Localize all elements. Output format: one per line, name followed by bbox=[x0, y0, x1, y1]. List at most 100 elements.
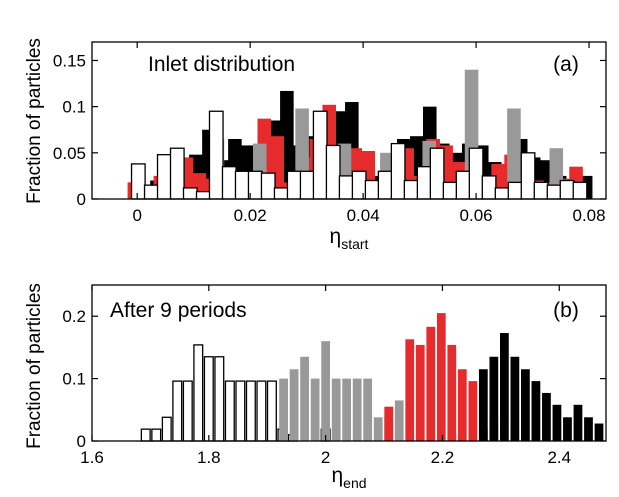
bar-a-white-3 bbox=[169, 147, 185, 200]
bar-a-white-0 bbox=[130, 163, 146, 200]
bar-b-black-7 bbox=[552, 404, 562, 441]
bar-a-white-13 bbox=[299, 170, 315, 200]
bar-b-red-0 bbox=[384, 406, 394, 441]
bar-b-red-7 bbox=[468, 381, 478, 441]
bar-b-white-7 bbox=[214, 356, 225, 442]
x-tick-label-b-1: 1.8 bbox=[197, 448, 221, 467]
plot-frame-a bbox=[91, 41, 607, 200]
bar-b-red-4 bbox=[436, 313, 446, 441]
bar-a-gray-7 bbox=[507, 108, 521, 199]
bar-b-gray-3 bbox=[310, 378, 320, 441]
bar-a-white-23 bbox=[429, 147, 445, 200]
bar-a-white-12 bbox=[286, 170, 302, 200]
bar-a-white-26 bbox=[468, 147, 484, 200]
y-axis-label-a: Fraction of particles bbox=[24, 38, 45, 204]
bar-a-white-1 bbox=[143, 184, 159, 200]
bar-a-white-14 bbox=[312, 110, 328, 200]
x-tick-label-a-1: 0.02 bbox=[234, 206, 267, 225]
bar-a-white-34 bbox=[572, 181, 588, 200]
x-axis-label-b: ηend bbox=[331, 464, 366, 491]
bar-b-black-2 bbox=[499, 333, 509, 441]
y-tick-label-a-2: 0.1 bbox=[62, 98, 86, 117]
bar-b-white-12 bbox=[266, 380, 277, 442]
panel-label-b: (b) bbox=[553, 299, 579, 322]
bar-b-white-8 bbox=[224, 380, 235, 442]
bar-b-gray-7 bbox=[352, 378, 362, 441]
bar-b-black-5 bbox=[531, 381, 541, 441]
x-tick-label-b-2: 2 bbox=[321, 448, 330, 467]
panel-b: 1.6 1.8 2 2.2 2.4 0 0.1 0.2 After 9 periods (b)… bbox=[24, 283, 607, 491]
bar-b-red-2 bbox=[415, 344, 425, 441]
bar-a-white-10 bbox=[260, 172, 276, 200]
y-tick-label-b-2: 0.2 bbox=[62, 307, 86, 326]
bar-a-white-16 bbox=[338, 175, 354, 200]
ticks-panel-b: 1.6 1.8 2 2.2 2.4 0 0.1 0.2 bbox=[62, 285, 606, 467]
y-tick-label-a-1: 0.05 bbox=[53, 144, 86, 163]
x-axis-label-a: ηstart bbox=[330, 225, 369, 252]
bar-a-white-24 bbox=[442, 181, 458, 200]
bar-a-white-33 bbox=[559, 179, 575, 200]
plot-frame-b bbox=[91, 284, 607, 442]
bar-b-white-5 bbox=[193, 344, 204, 442]
bar-b-white-0 bbox=[140, 428, 151, 442]
y-tick-label-a-0: 0 bbox=[77, 190, 86, 209]
annotation-a: Inlet distribution bbox=[148, 53, 295, 76]
bars-panel-b bbox=[140, 313, 604, 442]
x-tick-label-a-2: 0.04 bbox=[347, 206, 380, 225]
bar-a-white-4 bbox=[182, 187, 198, 200]
bar-b-white-1 bbox=[151, 428, 162, 442]
panel-label-a: (a) bbox=[553, 53, 579, 76]
bars-panel-a bbox=[127, 69, 593, 200]
bar-a-white-7 bbox=[221, 166, 237, 200]
bar-b-red-1 bbox=[405, 339, 415, 441]
bar-b-black-3 bbox=[510, 356, 520, 441]
bar-a-white-27 bbox=[481, 175, 497, 200]
bar-a-white-31 bbox=[533, 181, 549, 200]
bar-b-gray-2 bbox=[300, 356, 309, 441]
bar-a-white-11 bbox=[273, 187, 289, 200]
y-tick-label-b-1: 0.1 bbox=[62, 370, 86, 389]
bar-a-white-2 bbox=[156, 154, 172, 200]
bar-a-white-25 bbox=[455, 170, 471, 200]
bar-a-white-32 bbox=[546, 184, 562, 200]
bar-b-black-8 bbox=[563, 417, 572, 441]
bar-a-white-21 bbox=[403, 179, 419, 200]
bar-b-white-11 bbox=[256, 380, 267, 442]
bar-a-white-30 bbox=[520, 152, 536, 200]
bar-a-white-17 bbox=[351, 170, 367, 200]
bar-a-white-6 bbox=[208, 110, 224, 200]
bar-b-red-5 bbox=[447, 344, 457, 441]
bar-b-white-10 bbox=[245, 380, 256, 442]
bar-b-black-10 bbox=[584, 417, 593, 441]
bar-a-white-8 bbox=[234, 170, 250, 200]
bar-b-black-1 bbox=[489, 356, 499, 441]
bar-a-white-20 bbox=[390, 142, 406, 200]
bar-a-white-19 bbox=[377, 170, 393, 200]
bar-a-white-5 bbox=[195, 190, 211, 200]
x-tick-label-a-3: 0.06 bbox=[460, 206, 493, 225]
x-tick-label-a-4: 0.08 bbox=[573, 206, 606, 225]
bar-b-white-3 bbox=[172, 380, 183, 442]
x-axis-label-b-sub: end bbox=[343, 475, 366, 491]
annotation-b: After 9 periods bbox=[110, 299, 247, 322]
bar-b-black-9 bbox=[573, 404, 583, 441]
x-axis-label-b-main: η bbox=[331, 464, 343, 487]
bar-b-white-6 bbox=[203, 356, 214, 442]
bar-b-black-0 bbox=[478, 369, 488, 441]
bar-b-gray-9 bbox=[373, 417, 383, 441]
ticks-panel-a: 0 0.02 0.04 0.06 0.08 0 0.05 0.1 0.15 bbox=[53, 42, 606, 225]
x-axis-label-a-sub: start bbox=[341, 236, 368, 252]
bar-b-gray-0 bbox=[279, 378, 288, 441]
x-tick-label-b-0: 1.6 bbox=[80, 448, 104, 467]
bar-b-gray-6 bbox=[342, 378, 352, 441]
y-axis-label-b: Fraction of particles bbox=[24, 283, 45, 449]
bar-a-white-18 bbox=[364, 179, 380, 200]
bar-a-white-22 bbox=[416, 166, 432, 200]
bar-b-white-9 bbox=[235, 380, 246, 442]
bar-b-red-3 bbox=[426, 326, 436, 441]
bar-a-white-29 bbox=[507, 181, 523, 200]
bar-b-red-6 bbox=[457, 369, 467, 441]
bar-b-gray-5 bbox=[331, 378, 341, 441]
bar-b-gray-8 bbox=[363, 378, 373, 441]
bar-b-gray-4 bbox=[321, 341, 331, 441]
